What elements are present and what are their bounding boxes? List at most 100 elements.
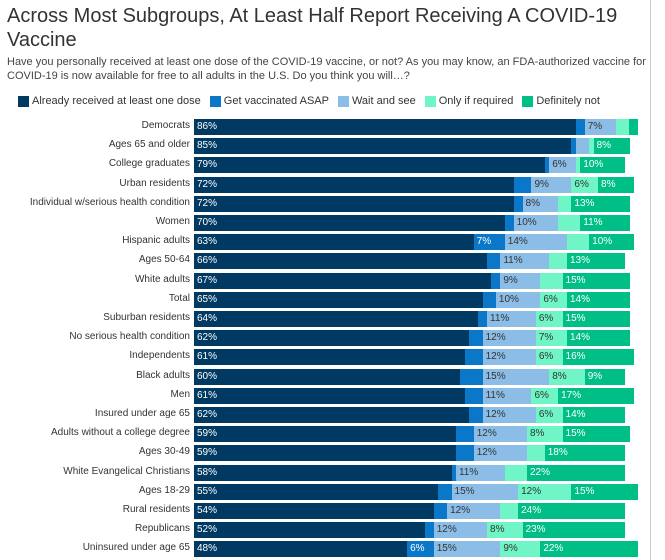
bar-segment: 14% (566, 291, 630, 308)
category-label: Republicans (134, 523, 190, 535)
bar-segment: 52% (194, 522, 426, 539)
bar-row: Ages 50-64 66% 11% 13% (0, 253, 650, 270)
bar-row: Hispanic adults 63% 7% 14% 10% (0, 234, 650, 251)
category-label: White adults (134, 273, 190, 285)
bar-segment: 59% (194, 426, 457, 443)
bar-segment: 65% (194, 291, 484, 308)
legend: Already received at least one dose Get va… (18, 95, 600, 107)
bar-segment: 18% (544, 445, 626, 462)
bar-segment (575, 119, 586, 135)
bar-segment: 62% (194, 330, 470, 347)
legend-swatch (424, 95, 436, 107)
bar-segment: 23% (522, 522, 626, 539)
bar-segment: 22% (527, 464, 626, 481)
bar-segment: 17% (558, 387, 635, 404)
bar-segment: 14% (562, 407, 626, 423)
category-label: Democrats (141, 120, 190, 131)
bar-segment: 11% (580, 215, 630, 231)
bar-segment: 8% (549, 368, 586, 385)
category-label: Suburban residents (103, 312, 190, 323)
bar-row: College graduates 79% 6% 10% (0, 157, 650, 174)
category-label: Hispanic adults (122, 235, 190, 247)
bar-segment (571, 138, 577, 155)
bar-segment: 24% (518, 503, 626, 519)
bar-segment (558, 215, 581, 231)
bar-segment (504, 215, 515, 231)
legend-item[interactable]: Wait and see (337, 95, 416, 107)
bar-row: Urban residents 72% 9% 6% 8% (0, 176, 650, 193)
legend-swatch (337, 95, 349, 107)
bar-segment: 15% (571, 483, 639, 500)
bar-row: No serious health condition 62% 12% 7% 14% (0, 330, 650, 347)
bar-segment (549, 253, 568, 270)
bar-segment: 62% (194, 407, 470, 423)
bar-segment: 15% (562, 272, 630, 289)
bar-segment: 72% (194, 195, 515, 212)
category-label: Black adults (136, 369, 190, 381)
bar-segment: 9% (500, 272, 541, 289)
category-label: Total (168, 292, 190, 304)
bar-segment: 12% (518, 483, 572, 500)
category-label: Ages 30-49 (138, 446, 190, 458)
category-label: College graduates (108, 158, 190, 170)
legend-item[interactable]: Get vaccinated ASAP (209, 95, 329, 107)
bar-segment: 7% (473, 234, 506, 251)
legend-swatch (209, 95, 221, 107)
bar-segment (566, 234, 590, 251)
bar-segment (513, 195, 524, 212)
bar-segment (478, 311, 488, 327)
bar-segment: 66% (194, 253, 488, 270)
bar-segment: 8% (522, 195, 559, 212)
bar-row: White adults 67% 9% 15% (0, 272, 650, 289)
bar-segment: 58% (194, 464, 453, 481)
bar-segment (540, 272, 563, 289)
bar-segment (513, 176, 532, 193)
bar-segment: 6% (540, 291, 568, 308)
bar-segment: 15% (562, 426, 630, 443)
bar-segment: 8% (487, 522, 524, 539)
bar-segment: 59% (194, 445, 457, 462)
bar-segment: 6% (571, 176, 599, 193)
bar-row: White Evangelical Christians 58% 11% 22% (0, 464, 650, 481)
legend-item[interactable]: Definitely not (522, 95, 600, 107)
legend-item[interactable]: Only if required (424, 95, 514, 107)
bar-segment: 55% (194, 483, 439, 500)
category-label: Rural residents (122, 504, 190, 515)
legend-label: Only if required (438, 95, 514, 107)
bar-row: Rural residents 54% 12% 24% (0, 503, 650, 519)
bar-segment: 22% (540, 541, 639, 558)
bar-segment: 9% (531, 176, 572, 193)
legend-label: Wait and see (351, 95, 416, 107)
legend-item[interactable]: Already received at least one dose (18, 95, 201, 107)
bar-segment: 61% (194, 349, 466, 366)
chart-title: Across Most Subgroups, At Least Half Rep… (7, 5, 618, 51)
category-label: Individual w/serious health condition (29, 196, 190, 208)
bar-segment (629, 119, 639, 135)
bar-segment: 15% (482, 368, 550, 385)
category-label: White Evangelical Christians (63, 465, 190, 477)
stacked-bar-chart: Democrats 86% 7% Ages 65 and older 85% 8% Coll… (0, 118, 650, 560)
legend-swatch (18, 95, 29, 107)
bar-row: Independents 61% 12% 6% 16% (0, 349, 650, 366)
bar-segment (469, 330, 484, 347)
bar-segment (424, 522, 435, 539)
bar-segment (451, 464, 457, 481)
bar-segment: 72% (194, 176, 515, 193)
bar-segment: 9% (500, 541, 541, 558)
category-label: Men (170, 388, 190, 400)
bar-segment: 7% (584, 119, 617, 135)
bar-segment: 10% (580, 157, 626, 174)
bar-segment: 15% (433, 541, 501, 558)
bar-segment: 9% (584, 368, 626, 385)
bar-row: Men 61% 11% 6% 17% (0, 387, 650, 404)
bar-segment: 12% (482, 330, 537, 347)
category-label: Women (155, 216, 190, 227)
category-label: Independents (129, 350, 190, 362)
bar-segment (491, 272, 501, 289)
bar-segment (438, 483, 452, 500)
bar-segment: 54% (194, 503, 435, 519)
bar-segment: 15% (451, 483, 519, 500)
bar-segment: 10% (495, 291, 541, 308)
bar-row: Adults without a college degree 59% 12% 8% 1… (0, 426, 650, 443)
bar-segment: 11% (482, 387, 532, 404)
